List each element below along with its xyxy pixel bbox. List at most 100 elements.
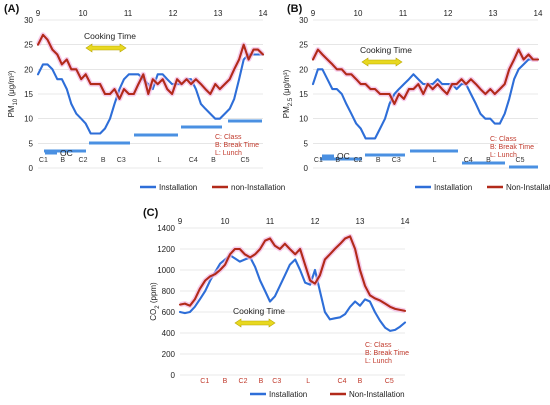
y-tick-label: 20: [299, 65, 308, 74]
cooking-time-label: Cooking Time: [360, 45, 412, 55]
x-tick-label: 12: [444, 9, 453, 18]
period-label: C3: [117, 157, 126, 164]
period-label: C5: [241, 157, 250, 164]
period-label: C3: [392, 157, 401, 164]
series-line-non-installation: [311, 48, 540, 105]
y-axis-title-sub: 10: [13, 98, 19, 105]
y-tick-label: 20: [24, 65, 33, 74]
y-tick-label: 0: [29, 164, 34, 173]
period-label: L: [158, 157, 162, 164]
x-tick-label: 12: [169, 9, 178, 18]
chart-panel-2: (B) 0 5 10 15 20 25 309 10 11 12 13 14 PM2.5 (μg/m³) O…: [282, 3, 550, 192]
period-label: B: [60, 157, 65, 164]
note-label: B: Break Time: [490, 144, 534, 151]
legend-label-non-installation: Non-Installation: [349, 390, 405, 399]
cooking-time-arrow: [361, 57, 403, 67]
period-label: B: [358, 378, 363, 385]
note-label: L: Lunch: [365, 358, 392, 365]
y-tick-label: 1400: [157, 224, 175, 233]
period-label: C3: [272, 378, 281, 385]
panel-label: (A): [4, 3, 20, 15]
y-tick-label: 25: [299, 41, 308, 50]
y-axis-title-main: CO: [149, 309, 158, 321]
series-line-installation: [178, 254, 407, 332]
y-axis-title-main: PM: [7, 105, 16, 117]
panel-label: (B): [287, 3, 303, 15]
y-tick-label: 15: [299, 90, 308, 99]
oc-legend-label: OC: [337, 151, 350, 161]
y-axis-title-sub: 2: [155, 305, 161, 309]
y-tick-label: 30: [299, 16, 308, 25]
y-tick-label: 0: [304, 164, 309, 173]
period-label: C2: [79, 157, 88, 164]
cooking-time-label: Cooking Time: [84, 31, 136, 41]
period-label: C5: [385, 378, 394, 385]
y-tick-label: 1000: [157, 266, 175, 275]
legend-label-installation: Installation: [434, 183, 472, 192]
note-label: L: Lunch: [215, 150, 242, 157]
note-label: C: Class: [490, 136, 517, 143]
cooking-time-arrow: [85, 43, 127, 53]
y-axis-title: PM10 (μg/m³): [7, 70, 19, 117]
period-label: C2: [354, 157, 363, 164]
period-label: C1: [314, 157, 323, 164]
x-tick-label: 10: [354, 9, 363, 18]
y-tick-label: 25: [24, 41, 33, 50]
y-tick-label: 600: [162, 308, 176, 317]
note-label: B: Break Time: [365, 350, 409, 357]
period-label: C4: [464, 157, 473, 164]
y-axis-title: PM2.5 (μg/m³): [282, 69, 294, 118]
period-label: L: [306, 378, 310, 385]
period-label: B: [223, 378, 228, 385]
legend-label-non-installation: non-Installation: [231, 183, 285, 192]
x-tick-label: 10: [221, 217, 230, 226]
period-label: C4: [338, 378, 347, 385]
x-tick-label: 14: [401, 217, 410, 226]
x-tick-label: 12: [311, 217, 320, 226]
x-tick-label: 14: [534, 9, 543, 18]
period-label: B: [211, 157, 216, 164]
y-tick-label: 5: [304, 139, 309, 148]
note-label: B: Break Time: [215, 142, 259, 149]
y-tick-label: 15: [24, 90, 33, 99]
y-tick-label: 0: [171, 371, 176, 380]
period-label: B: [335, 157, 340, 164]
note-label: C: Class: [365, 342, 392, 349]
y-axis-title-unit: (μg/m³): [7, 70, 16, 98]
y-tick-label: 10: [299, 115, 308, 124]
period-label: C1: [200, 378, 209, 385]
x-tick-label: 13: [489, 9, 498, 18]
y-tick-label: 10: [24, 115, 33, 124]
y-axis-title: CO2 (ppm): [149, 282, 161, 321]
period-label: C4: [189, 157, 198, 164]
y-tick-label: 1200: [157, 245, 175, 254]
cooking-time-arrow: [234, 318, 276, 328]
note-label: L: Lunch: [490, 152, 517, 159]
y-tick-label: 200: [162, 350, 176, 359]
panel-label: (C): [143, 207, 159, 219]
period-label: C1: [39, 157, 48, 164]
series-halo-non-installation: [310, 47, 538, 107]
series-line-non-installation: [178, 235, 407, 312]
period-label: B: [486, 157, 491, 164]
y-tick-label: 400: [162, 329, 176, 338]
note-label: C: Class: [215, 134, 242, 141]
period-label: B: [101, 157, 106, 164]
y-axis-title-main: PM: [282, 106, 291, 118]
period-label: C2: [239, 378, 248, 385]
period-label: B: [376, 157, 381, 164]
x-tick-label: 11: [266, 217, 275, 226]
y-tick-label: 5: [29, 139, 34, 148]
x-tick-label: 11: [124, 9, 133, 18]
x-tick-label: 14: [259, 9, 268, 18]
legend-label-installation: Installation: [159, 183, 197, 192]
legend-label-non-installation: Non-Installation: [506, 183, 550, 192]
x-tick-label: 9: [36, 9, 41, 18]
y-tick-label: 800: [162, 287, 176, 296]
x-tick-label: 9: [311, 9, 316, 18]
legend-label-installation: Installation: [269, 390, 307, 399]
period-label: C5: [516, 157, 525, 164]
